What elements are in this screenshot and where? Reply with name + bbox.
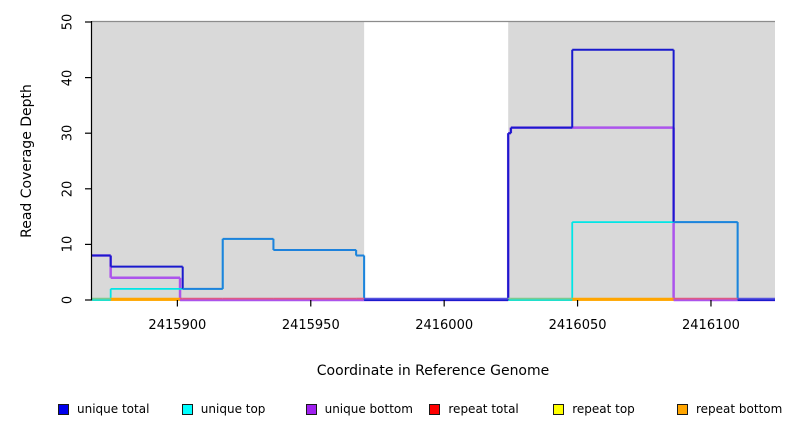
x-tick-label: 2416050 (548, 318, 607, 333)
y-axis-label: Read Coverage Depth (19, 84, 35, 238)
legend-swatch-repeat-top-icon (553, 404, 565, 415)
legend-label: repeat top (572, 402, 635, 416)
legend-label: unique total (77, 402, 150, 416)
shaded-region (92, 22, 365, 300)
legend-label: repeat bottom (696, 402, 783, 416)
legend-swatch-repeat-total-icon (429, 404, 441, 415)
legend-label: repeat total (448, 402, 519, 416)
legend-swatch-unique-top-icon (181, 404, 193, 415)
x-tick-label: 2415950 (281, 318, 340, 333)
y-tick-label: 10 (60, 236, 76, 253)
legend-swatch-unique-total-icon (58, 404, 69, 415)
x-tick-label: 2416000 (415, 318, 474, 333)
legend-swatch-unique-bottom-icon (305, 404, 317, 415)
legend-label: unique bottom (324, 402, 413, 416)
y-tick-label: 50 (60, 13, 76, 31)
x-tick-label: 2416100 (682, 318, 740, 333)
x-axis-label: Coordinate in Reference Genome (316, 363, 550, 379)
legend-swatch-repeat-bottom-icon (677, 404, 688, 415)
legend-label: unique top (200, 402, 266, 416)
y-tick-label: 30 (60, 124, 76, 142)
x-tick-label: 2415900 (148, 318, 207, 333)
y-tick-label: 0 (60, 295, 76, 305)
y-tick-label: 20 (60, 180, 76, 198)
y-tick-label: 40 (60, 69, 76, 86)
shaded-region (508, 22, 775, 300)
